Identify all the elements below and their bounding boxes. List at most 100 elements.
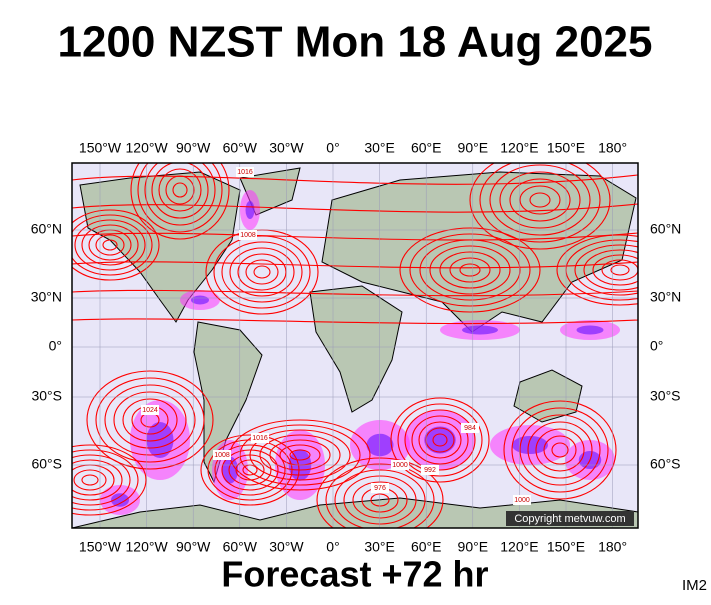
isobar [343, 475, 417, 525]
isobar [72, 318, 638, 325]
lat-label-right: 30°S [650, 388, 681, 404]
isobar [81, 474, 99, 486]
lon-label-bottom: 120°E [500, 539, 538, 555]
isobar [409, 233, 531, 307]
isobar [529, 192, 551, 208]
isobar [449, 257, 491, 283]
isobar-label-bg [251, 433, 269, 443]
lon-label-top: 60°E [411, 140, 442, 156]
isobar [228, 454, 272, 486]
title: 1200 NZST Mon 18 Aug 2025 [57, 18, 652, 67]
isobar [511, 407, 609, 493]
rain-core [462, 325, 498, 335]
graticule [72, 163, 638, 528]
isobar-label: 1024 [142, 407, 158, 414]
isobar [245, 259, 279, 285]
isobar [130, 163, 230, 240]
lon-label-bottom: 30°E [364, 539, 395, 555]
isobar [122, 398, 178, 442]
isobar [469, 163, 611, 250]
isobar [74, 219, 146, 271]
isobar [229, 247, 295, 297]
isobar [72, 449, 139, 511]
lat-label-left: 60°S [31, 456, 62, 472]
isobar-label-bg [239, 230, 257, 240]
isobar [316, 457, 444, 528]
isobar [610, 264, 630, 276]
lon-label-bottom: 0° [326, 539, 339, 555]
isobar-label: 1000 [514, 497, 530, 504]
rain-core [366, 433, 394, 457]
antarctica [72, 497, 638, 528]
rain-core [111, 493, 129, 507]
lon-label-bottom: 30°W [269, 539, 304, 555]
copyright: Copyright metvuw.com [514, 513, 625, 525]
isobar [519, 414, 601, 486]
isobar [269, 439, 331, 471]
isobar [81, 224, 139, 266]
isobar [489, 164, 591, 236]
isobar [535, 428, 585, 472]
isobar [72, 214, 153, 276]
isobar [158, 168, 202, 212]
isobar [397, 403, 483, 477]
isobar [221, 449, 279, 491]
lat-label-left: 30°N [31, 289, 62, 305]
isobar-label-bg [513, 495, 531, 505]
rain-core [221, 456, 239, 484]
isobar [221, 241, 303, 303]
isobar-label: 1016 [237, 169, 253, 176]
isobar [527, 421, 593, 479]
isobar-labels: 1016 1008 1024 1016 1008 1000 984 976 992 1000 [141, 167, 531, 505]
isobar [72, 232, 638, 241]
isobar-label: 1008 [240, 232, 256, 239]
isobar [72, 261, 638, 269]
lat-label-right: 30°N [650, 289, 681, 305]
isobar-label-bg [421, 465, 439, 475]
isobar [72, 444, 147, 516]
lon-label-top: 150°W [79, 140, 122, 156]
lon-label-top: 90°E [458, 140, 489, 156]
isobar [172, 182, 188, 198]
isobar [259, 434, 341, 476]
isobar [137, 163, 223, 233]
lon-label-bottom: 180° [598, 539, 627, 555]
lat-label-left: 30°S [31, 388, 62, 404]
isobar [509, 178, 571, 222]
isobar-label-bg [213, 450, 231, 460]
lon-label-top: 120°W [126, 140, 169, 156]
rain-core [245, 201, 255, 219]
isobar-label-bg [371, 483, 389, 493]
lon-label-top: 120°E [500, 140, 538, 156]
isobar [418, 421, 462, 459]
isobar-label-bg [141, 405, 159, 415]
isobar [72, 459, 123, 501]
isobar [235, 459, 265, 481]
lon-label-top: 150°E [547, 140, 585, 156]
isobar [583, 249, 638, 291]
isobar-label: 992 [424, 467, 436, 474]
rain-core [191, 295, 209, 305]
rain-core [576, 325, 604, 335]
lon-label-bottom: 90°W [176, 539, 211, 555]
isobar [237, 253, 287, 291]
isobar-label: 1016 [252, 435, 268, 442]
isobar [72, 289, 638, 297]
isobar [574, 244, 638, 296]
isobar [352, 481, 408, 519]
isobar-label: 984 [464, 425, 476, 432]
isobar [104, 384, 196, 456]
lon-label-top: 0° [326, 140, 339, 156]
lon-label-bottom: 120°W [126, 539, 169, 555]
lat-label-right: 60°N [650, 221, 681, 237]
isobar [432, 433, 448, 447]
isobar [86, 370, 214, 470]
isobar [399, 227, 541, 313]
isobar [592, 254, 638, 286]
lon-label-bottom: 90°E [458, 539, 489, 555]
isobar [95, 377, 205, 463]
isobar [113, 391, 187, 449]
isobar [214, 444, 286, 496]
isobar-label-bg [391, 460, 409, 470]
